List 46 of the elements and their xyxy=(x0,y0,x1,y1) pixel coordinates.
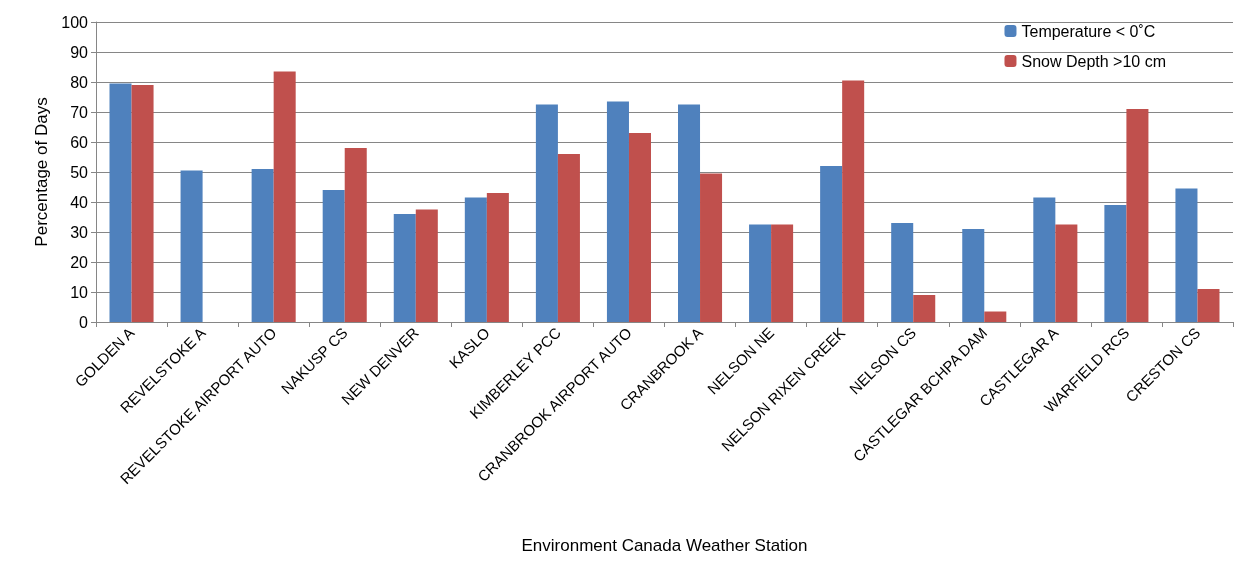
bar xyxy=(180,170,203,322)
bar xyxy=(1175,188,1198,322)
bar xyxy=(486,193,509,322)
legend-label: Temperature < 0˚C xyxy=(1021,22,1156,40)
bar xyxy=(535,104,558,322)
y-tick-label: 90 xyxy=(70,43,89,61)
bar xyxy=(109,83,132,322)
bar xyxy=(771,224,794,322)
bar xyxy=(557,154,580,322)
y-tick-label: 60 xyxy=(70,133,89,151)
bar xyxy=(913,295,936,322)
bar xyxy=(962,229,985,322)
bar xyxy=(678,104,701,322)
y-tick-label: 40 xyxy=(70,193,89,211)
y-tick-label: 100 xyxy=(61,13,89,31)
y-tick-label: 30 xyxy=(70,223,89,241)
bar xyxy=(251,169,274,322)
bar xyxy=(393,214,416,322)
bar xyxy=(1197,289,1220,322)
y-tick-label: 10 xyxy=(70,283,89,301)
bar xyxy=(464,197,487,322)
bar xyxy=(749,224,772,322)
bar xyxy=(344,148,367,322)
bar xyxy=(606,101,629,322)
bar xyxy=(891,223,914,322)
y-tick-label: 80 xyxy=(70,73,89,91)
bar xyxy=(628,133,651,322)
y-axis-title: Percentage of Days xyxy=(32,97,52,247)
bar xyxy=(842,80,865,322)
bar xyxy=(273,71,296,322)
bar xyxy=(984,311,1007,322)
bar xyxy=(1104,205,1127,322)
bar xyxy=(700,173,723,322)
bar xyxy=(1126,109,1149,322)
bar xyxy=(1033,197,1056,322)
bar xyxy=(820,166,843,322)
x-axis-title: Environment Canada Weather Station xyxy=(521,536,808,555)
bar xyxy=(131,85,154,322)
bar xyxy=(322,190,345,322)
y-tick-label: 20 xyxy=(70,253,89,271)
bar xyxy=(415,209,438,322)
legend-label: Snow Depth >10 cm xyxy=(1021,52,1167,70)
y-tick-label: 70 xyxy=(70,103,89,121)
y-tick-label: 50 xyxy=(70,163,89,181)
bar xyxy=(1055,224,1078,322)
y-tick-label: 0 xyxy=(79,313,89,331)
